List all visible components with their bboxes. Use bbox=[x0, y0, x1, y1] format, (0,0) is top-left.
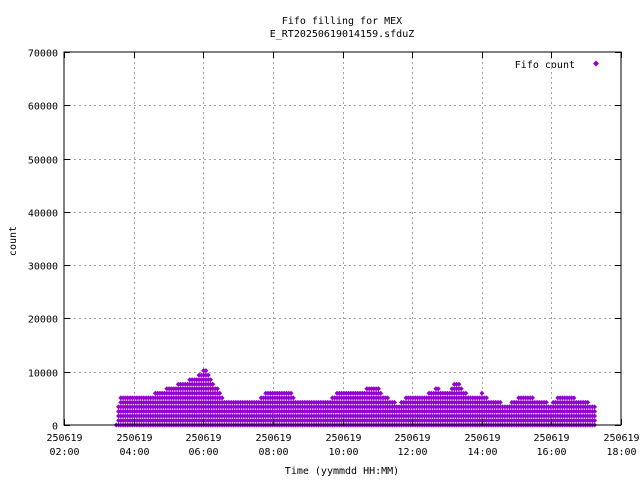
x-tick-time-label: 08:00 bbox=[258, 447, 288, 458]
legend-label: Fifo count bbox=[515, 60, 575, 71]
x-axis: 25061902:0025061904:0025061906:002506190… bbox=[46, 52, 640, 458]
y-tick-label: 0 bbox=[52, 422, 58, 433]
y-tick-label: 30000 bbox=[28, 262, 58, 273]
data-point-marker bbox=[571, 395, 577, 401]
x-tick-date-label: 250619 bbox=[255, 433, 291, 444]
y-axis: 0 10000 20000 30000 40000 50000 60000 70000 bbox=[28, 49, 621, 433]
x-tick-time-label: 04:00 bbox=[119, 447, 149, 458]
data-point-marker bbox=[375, 386, 381, 392]
data-point-marker bbox=[484, 395, 490, 401]
x-tick-time-label: 18:00 bbox=[606, 447, 636, 458]
x-tick-date-label: 250619 bbox=[394, 433, 430, 444]
data-point-marker bbox=[497, 399, 503, 405]
data-point-marker bbox=[456, 381, 462, 387]
y-tick-label: 70000 bbox=[28, 49, 58, 60]
data-point-marker bbox=[592, 408, 598, 414]
legend-marker-diamond-icon bbox=[593, 60, 599, 67]
chart-title-line-1: Fifo filling for MEX bbox=[282, 16, 402, 27]
y-tick-label: 50000 bbox=[28, 156, 58, 167]
x-tick-time-label: 16:00 bbox=[536, 447, 566, 458]
data-point-marker bbox=[530, 395, 536, 401]
data-points bbox=[113, 368, 598, 428]
x-tick-time-label: 10:00 bbox=[328, 447, 358, 458]
y-tick-label: 40000 bbox=[28, 209, 58, 220]
data-point-marker bbox=[458, 386, 464, 392]
data-point-marker bbox=[290, 395, 296, 401]
x-tick-date-label: 250619 bbox=[603, 433, 639, 444]
grid-lines bbox=[64, 52, 621, 425]
y-axis-label: count bbox=[8, 226, 19, 256]
x-tick-date-label: 250619 bbox=[533, 433, 569, 444]
x-tick-time-label: 02:00 bbox=[49, 447, 79, 458]
data-point-marker bbox=[592, 404, 598, 410]
x-tick-date-label: 250619 bbox=[325, 433, 361, 444]
x-tick-date-label: 250619 bbox=[464, 433, 500, 444]
data-point-marker bbox=[203, 368, 209, 374]
x-tick-date-label: 250619 bbox=[116, 433, 152, 444]
data-point-marker bbox=[219, 395, 225, 401]
data-point-marker bbox=[463, 390, 469, 396]
data-point-marker bbox=[205, 372, 211, 378]
data-point-marker bbox=[585, 399, 591, 405]
data-point-marker bbox=[592, 417, 598, 423]
data-point-marker bbox=[435, 386, 441, 392]
x-axis-label: Time (yymmdd HH:MM) bbox=[285, 466, 399, 477]
x-tick-time-label: 06:00 bbox=[188, 447, 218, 458]
x-tick-time-label: 12:00 bbox=[397, 447, 427, 458]
data-point-marker bbox=[385, 395, 391, 401]
data-point-marker bbox=[208, 377, 214, 383]
data-point-marker bbox=[378, 390, 384, 396]
data-point-marker bbox=[288, 390, 294, 396]
data-point-marker bbox=[214, 386, 220, 392]
chart-title-line-2: E_RT20250619014159.sfduZ bbox=[270, 29, 415, 40]
data-point-marker bbox=[592, 413, 598, 419]
x-tick-date-label: 250619 bbox=[46, 433, 82, 444]
legend: Fifo count bbox=[515, 60, 599, 71]
data-point-marker bbox=[479, 390, 485, 396]
data-point-marker bbox=[217, 390, 223, 396]
data-point-marker bbox=[543, 399, 549, 405]
y-tick-label: 10000 bbox=[28, 369, 58, 380]
y-tick-label: 20000 bbox=[28, 315, 58, 326]
data-point-marker bbox=[392, 399, 398, 405]
x-tick-time-label: 14:00 bbox=[467, 447, 497, 458]
y-tick-label: 60000 bbox=[28, 102, 58, 113]
plot-frame bbox=[63, 51, 622, 426]
data-point-marker bbox=[210, 381, 216, 387]
x-tick-date-label: 250619 bbox=[185, 433, 221, 444]
